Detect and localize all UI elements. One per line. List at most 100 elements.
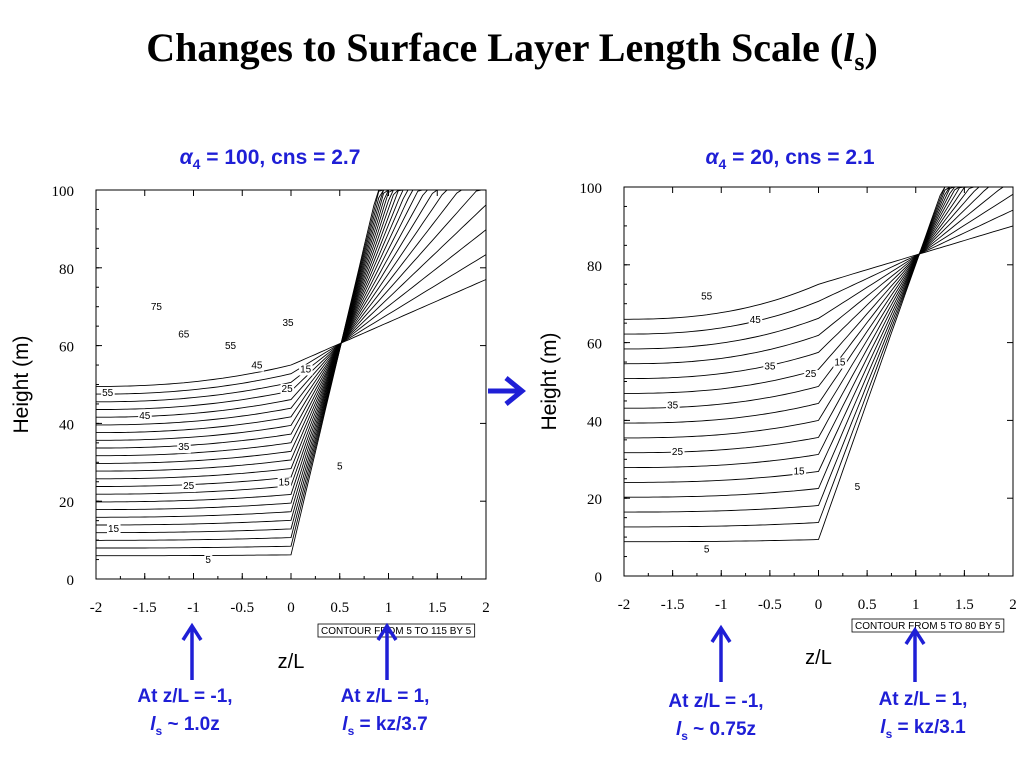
left-alpha-sub: 4: [192, 156, 201, 173]
x-tick-label: 0.5: [858, 597, 877, 613]
x-tick-label: 2: [1009, 597, 1017, 613]
note-line: ls = kz/3.7: [300, 711, 470, 745]
plot-frame: [623, 186, 1014, 577]
contour-info: CONTOUR FROM 5 TO 115 BY 5: [321, 626, 472, 637]
right-alpha-sub: 4: [718, 156, 727, 173]
y-tick-label: 40: [59, 417, 74, 433]
contour-label: 55: [225, 341, 237, 352]
contour-label: 45: [251, 361, 263, 372]
x-axis-label: z/L: [278, 651, 305, 673]
contour-label-bg: [853, 482, 862, 494]
contour-info: CONTOUR FROM 5 TO 80 BY 5: [855, 621, 1001, 632]
note-rest: = kz/3.7: [354, 714, 428, 735]
slide-title-suffix: ): [864, 25, 878, 70]
contour-label-bg: [299, 364, 313, 376]
y-tick-label: 0: [67, 573, 75, 589]
contour-label-bg: [149, 302, 164, 314]
note-l: l: [880, 717, 886, 738]
x-tick-label: 0: [815, 597, 823, 613]
contour-label-bg: [204, 555, 213, 567]
contour-label-bg: [700, 291, 714, 303]
x-tick-label: 2: [482, 600, 490, 616]
x-tick-label: 1: [912, 597, 920, 613]
note-l: l: [150, 714, 156, 735]
note-sub: s: [347, 723, 355, 738]
x-tick-label: 1.5: [428, 600, 447, 616]
y-tick-label: 60: [59, 340, 74, 356]
contour-line: [624, 186, 1013, 394]
contour-label-bg: [335, 461, 344, 473]
contour-line: [624, 186, 1013, 439]
contour-label-bg: [792, 466, 807, 478]
contour-label-bg: [106, 523, 121, 535]
contour-line: [624, 186, 1013, 380]
note-line: At z/L = -1,: [668, 691, 764, 712]
contour-label: 45: [750, 315, 762, 326]
slide-title-sub: s: [854, 47, 865, 76]
right-arrow-icon: [488, 376, 526, 406]
y-tick-label: 80: [59, 262, 74, 278]
note-sub: s: [155, 723, 163, 738]
contour-line: [96, 189, 486, 426]
contour-label-bg: [277, 477, 292, 489]
contour-label-bg: [763, 361, 777, 373]
contour-line: [96, 189, 486, 457]
contour-line: [624, 225, 1014, 320]
contour-line: [624, 186, 1013, 498]
contour-label: 35: [667, 400, 679, 411]
note-rest: ~ 1.0z: [162, 714, 220, 735]
y-tick-label: 60: [587, 337, 602, 353]
contour-line: [96, 254, 487, 395]
contour-label-bg: [177, 442, 191, 454]
y-tick-label: 80: [587, 259, 602, 275]
right-annotation-right: At z/L = 1, ls = kz/3.1: [838, 686, 1008, 748]
x-tick-label: -2: [618, 597, 631, 613]
contour-label-bg: [804, 369, 818, 381]
slide-title-prefix: Changes to Surface Layer Length Scale (: [146, 25, 844, 70]
contour-line: [96, 189, 486, 434]
slide-title: Changes to Surface Layer Length Scale (l…: [0, 22, 1024, 88]
x-tick-label: 1: [385, 600, 393, 616]
contour-line: [96, 189, 486, 557]
contour-label: 15: [834, 358, 846, 369]
contour-label-bg: [748, 314, 763, 326]
left-alpha: α: [179, 146, 193, 169]
up-arrow-icon: [376, 622, 398, 680]
contour-line: [96, 189, 486, 441]
contour-line: [96, 279, 487, 387]
contour-line: [96, 229, 487, 403]
contour-label-bg: [138, 411, 152, 423]
contour-line: [624, 186, 1013, 424]
contour-label: 15: [300, 364, 312, 375]
note-l: l: [675, 719, 682, 740]
contour-line: [96, 189, 486, 495]
note-line: ls ~ 0.75z: [631, 716, 801, 750]
left-annotation-right: At z/L = 1, ls = kz/3.7: [300, 683, 470, 745]
note-l: l: [342, 714, 348, 735]
note-line: At z/L = 1,: [878, 689, 968, 710]
contour-line: [624, 186, 1013, 528]
contour-label: 25: [672, 447, 684, 458]
note-rest: = kz/3.1: [892, 717, 966, 738]
contour-line: [624, 186, 1013, 454]
contour-line: [96, 189, 486, 472]
left-panel-title: α4 = 100, cns = 2.7: [120, 146, 420, 172]
y-tick-label: 20: [587, 492, 602, 508]
contour-line: [624, 209, 1014, 335]
contour-label: 5: [337, 462, 343, 473]
note-line: At z/L = -1,: [137, 686, 233, 707]
x-tick-label: -1.5: [661, 597, 685, 613]
contour-label: 5: [855, 482, 861, 493]
contour-label-bg: [182, 481, 196, 493]
contour-line: [623, 186, 1013, 365]
contour-label: 55: [701, 291, 713, 302]
contour-line: [624, 186, 1013, 409]
left-contour-chart: -2 -1.5 -1 -0.5 0 0.5 1 1.5 2020406080100Height …: [10, 184, 490, 673]
contour-label-bg: [250, 360, 264, 372]
contour-line: [624, 186, 1013, 469]
y-tick-label: 40: [587, 414, 602, 430]
contour-label-bg: [281, 317, 296, 329]
x-tick-label: 0.5: [330, 600, 349, 616]
contour-label: 25: [282, 384, 294, 395]
